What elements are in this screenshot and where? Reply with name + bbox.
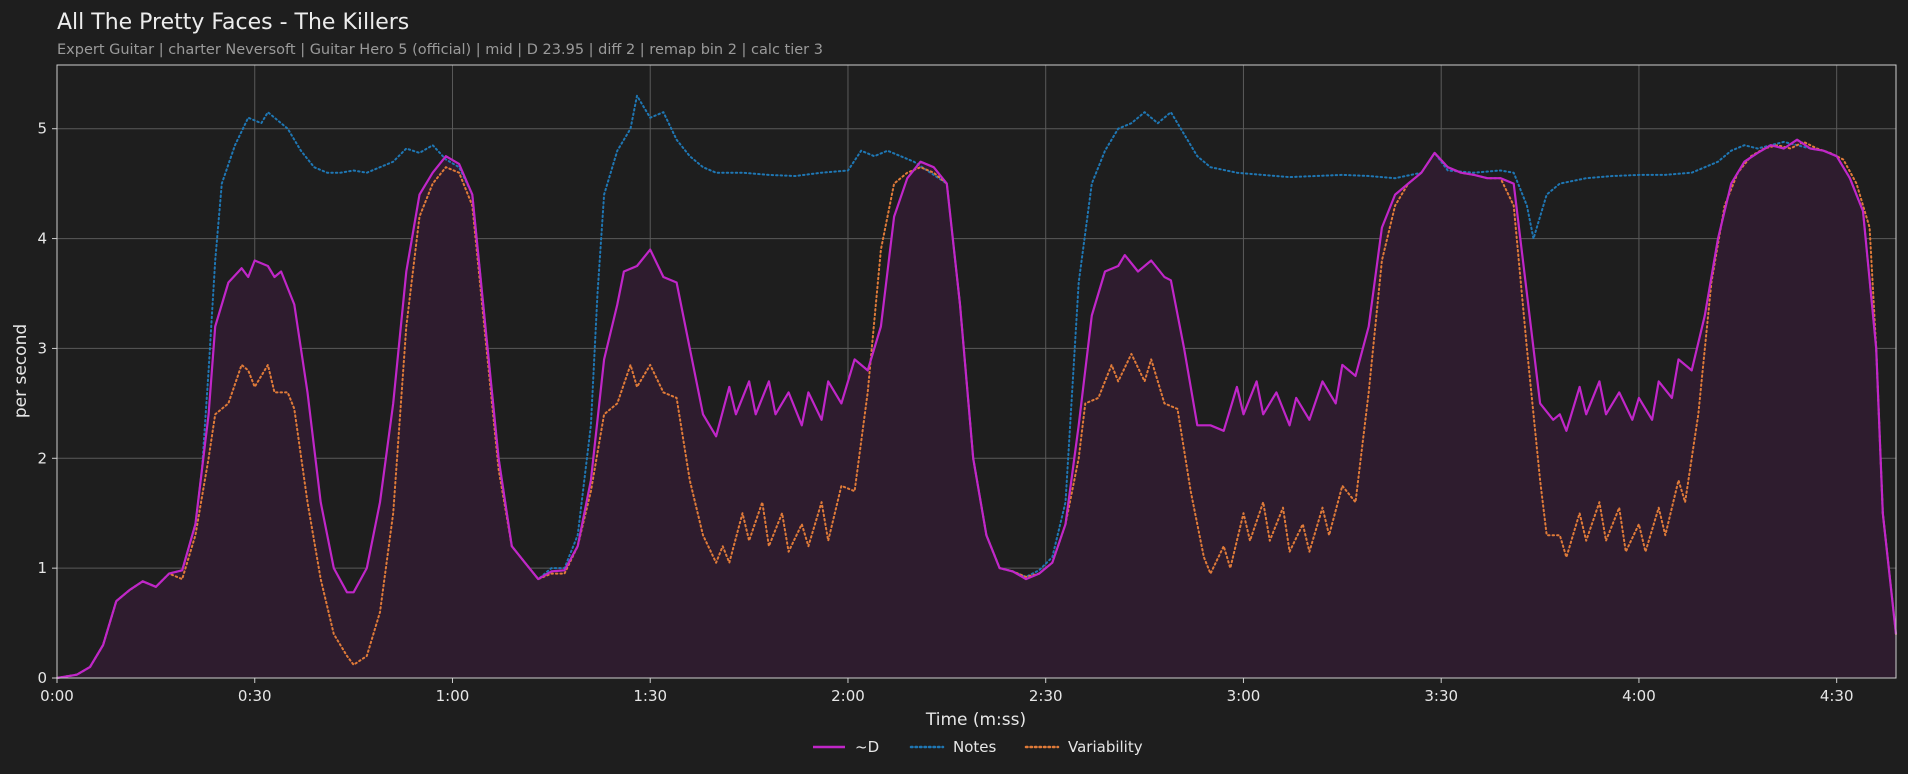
x-tick-label: 2:30	[1029, 687, 1063, 705]
x-tick-label: 1:00	[436, 687, 470, 705]
series-line-d	[56, 138, 1898, 680]
x-tick-label: 3:00	[1227, 687, 1261, 705]
y-tick-label: 4	[37, 230, 47, 248]
y-tick-label: 5	[37, 120, 47, 138]
y-tick-label: 2	[37, 449, 47, 467]
x-tick-label: 0:30	[238, 687, 272, 705]
x-tick-label: 2:00	[831, 687, 865, 705]
x-tick-label: 0:00	[40, 687, 74, 705]
legend: ~D Notes Variability	[813, 738, 1143, 756]
legend-label: Variability	[1068, 738, 1143, 756]
y-axis-label: per second	[11, 324, 31, 418]
x-axis-label: Time (m:ss)	[925, 710, 1026, 730]
x-tick-label: 1:30	[633, 687, 667, 705]
difficulty-area-fill	[57, 139, 1896, 678]
x-tick-label: 4:30	[1820, 687, 1854, 705]
legend-label: ~D	[855, 738, 879, 756]
legend-label: Notes	[953, 738, 997, 756]
y-tick-label: 0	[37, 669, 47, 687]
plot-border	[56, 64, 1897, 679]
plot-frame	[56, 64, 1897, 679]
series-line-notes	[56, 94, 1897, 679]
x-tick-label: 3:30	[1424, 687, 1458, 705]
difficulty-fill	[57, 139, 1896, 678]
y-tick-label: 3	[37, 339, 47, 357]
series-lines	[56, 94, 1898, 680]
x-tick-label: 4:00	[1622, 687, 1656, 705]
chart-title: All The Pretty Faces - The Killers	[57, 10, 409, 35]
y-axis-ticks: 0 1 2 3 4 5	[37, 120, 57, 687]
y-tick-label: 1	[37, 559, 47, 577]
x-axis-ticks: 0:00 0:30 1:00 1:30 2:00 2:30 3:00 3:30 4:00 4:30	[40, 678, 1854, 705]
chart-subtitle: Expert Guitar | charter Neversoft | Guit…	[57, 42, 823, 58]
